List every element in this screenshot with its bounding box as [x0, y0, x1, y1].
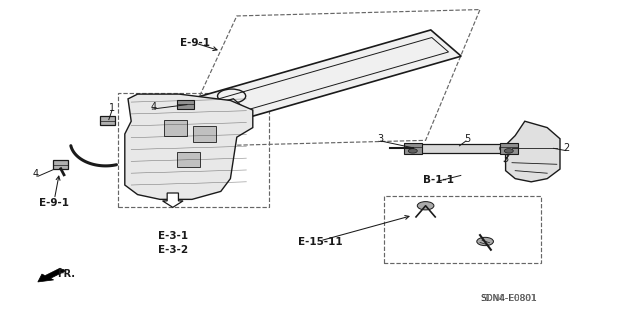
FancyArrow shape [163, 193, 183, 207]
Circle shape [417, 202, 434, 210]
Text: E-9-1: E-9-1 [40, 197, 69, 208]
Bar [193, 126, 216, 142]
Text: 2: 2 [563, 143, 570, 153]
Polygon shape [205, 99, 253, 123]
Bar [177, 152, 200, 167]
Text: 3: 3 [378, 134, 384, 144]
Text: 3: 3 [502, 154, 509, 165]
Text: E-9-1: E-9-1 [180, 38, 210, 48]
Polygon shape [198, 30, 461, 123]
Polygon shape [125, 94, 253, 199]
Bar [53, 160, 68, 169]
Text: 5: 5 [464, 134, 470, 144]
Circle shape [504, 149, 513, 153]
Text: 4: 4 [32, 169, 38, 179]
Circle shape [408, 149, 417, 153]
Bar [500, 143, 518, 154]
Text: SDN4-E0801: SDN4-E0801 [481, 294, 537, 303]
Ellipse shape [500, 144, 511, 153]
Text: 1: 1 [109, 103, 115, 114]
Text: 4: 4 [150, 102, 157, 112]
Polygon shape [416, 144, 506, 153]
Bar [164, 120, 187, 136]
Polygon shape [506, 121, 560, 182]
Text: B-1-1: B-1-1 [423, 175, 454, 185]
Bar [404, 143, 422, 154]
Bar [177, 100, 194, 109]
Text: E-3-1: E-3-1 [157, 231, 188, 241]
Text: SDN4-E0801: SDN4-E0801 [482, 294, 536, 303]
Text: E-3-2: E-3-2 [157, 245, 188, 256]
FancyArrow shape [38, 268, 65, 282]
Bar [100, 116, 115, 125]
Ellipse shape [410, 144, 422, 153]
Text: FR.: FR. [57, 269, 75, 279]
Text: E-15-11: E-15-11 [298, 237, 342, 248]
Circle shape [477, 237, 493, 246]
